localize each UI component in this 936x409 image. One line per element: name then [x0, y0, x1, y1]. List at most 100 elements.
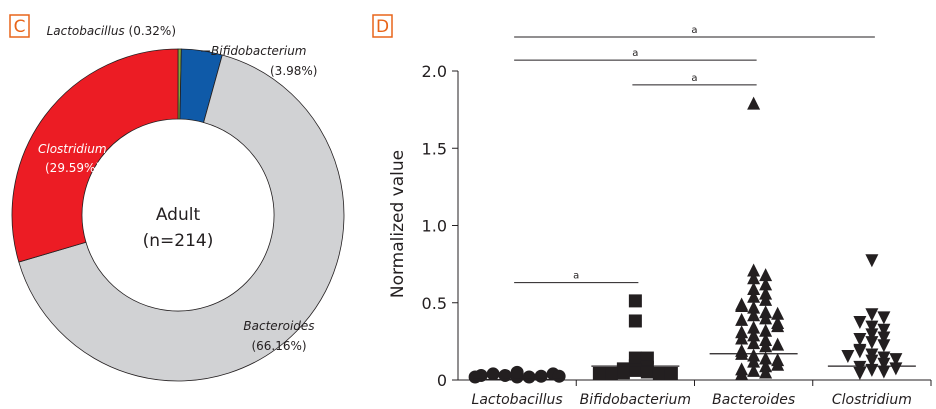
- x-category-label-lactobacillus: Lactobacillus: [472, 392, 563, 408]
- x-category-label-bifidobacterium: Bifidobacterium: [580, 392, 691, 408]
- point-bifidobacterium: [628, 294, 642, 308]
- point-clostridium: [865, 328, 879, 342]
- panel-d-letter-box: [372, 14, 393, 38]
- point-bifidobacterium: [628, 314, 642, 328]
- point-clostridium: [877, 365, 891, 379]
- significance-label: a: [632, 48, 638, 59]
- y-tick-label: 1.0: [422, 217, 447, 236]
- point-clostridium: [877, 357, 891, 371]
- point-lactobacillus: [522, 370, 536, 384]
- point-lactobacillus: [534, 369, 548, 383]
- point-bacteroides: [771, 353, 785, 367]
- point-clostridium: [865, 336, 879, 350]
- point-bifidobacterium: [628, 363, 642, 377]
- point-clostridium: [865, 308, 879, 322]
- point-lactobacillus: [468, 370, 482, 384]
- point-lactobacillus: [486, 367, 500, 381]
- point-clostridium: [853, 316, 867, 330]
- slice-label-clostridium: Clostridium: [38, 142, 107, 156]
- panel-c: C Adult (n=214) Lactobacillus (0.32%) Bi…: [9, 14, 345, 382]
- point-lactobacillus: [552, 369, 566, 383]
- point-bifidobacterium: [664, 367, 678, 380]
- x-ticks: Lactobacillus Bifidobacterium Bacteroides C…: [472, 380, 932, 408]
- donut-center-text: Adult: [156, 205, 201, 225]
- point-bacteroides: [747, 289, 761, 303]
- slice-label-lactobacillus: Lactobacillus (0.32%): [47, 24, 176, 38]
- slice-pct-bacteroides: (66.16%): [251, 339, 306, 353]
- panel-c-letter: C: [14, 17, 26, 37]
- point-bacteroides: [747, 363, 761, 377]
- point-bacteroides: [759, 365, 773, 379]
- y-axis-title: Normalized value: [388, 150, 408, 298]
- x-category-label-clostridium: Clostridium: [832, 392, 912, 408]
- point-bacteroides: [747, 336, 761, 350]
- point-bifidobacterium: [604, 367, 618, 380]
- point-clostridium: [865, 320, 879, 334]
- x-category-label-bacteroides: Bacteroides: [712, 392, 795, 408]
- significance-label: a: [573, 271, 579, 282]
- slice-pct-bifidobacterium: (3.98%): [270, 64, 317, 78]
- point-bacteroides: [747, 271, 761, 285]
- point-bacteroides: [747, 96, 761, 110]
- point-lactobacillus: [498, 368, 512, 382]
- point-clostridium: [877, 323, 891, 337]
- point-bacteroides: [747, 308, 761, 322]
- y-ticks: 0 0.5 1.0 1.5 2.0: [422, 62, 458, 390]
- point-clostridium: [865, 254, 879, 268]
- mean-lines: [473, 353, 916, 381]
- point-clostridium: [877, 339, 891, 353]
- donut-center-subtext: (n=214): [143, 231, 214, 251]
- point-clostridium: [865, 363, 879, 377]
- point-clostridium: [877, 331, 891, 345]
- point-bacteroides: [771, 319, 785, 333]
- point-bacteroides: [735, 299, 749, 313]
- slice-label-bifidobacterium: Bifidobacterium: [211, 44, 307, 58]
- point-bacteroides: [771, 337, 785, 351]
- point-clostridium: [841, 350, 855, 364]
- point-bacteroides: [759, 351, 773, 365]
- point-bacteroides: [747, 300, 761, 314]
- point-bifidobacterium: [640, 365, 654, 379]
- point-bifidobacterium: [652, 367, 666, 380]
- donut-slices: [11, 48, 345, 382]
- slice-pct-clostridium: (29.59%): [45, 161, 100, 175]
- point-bacteroides: [735, 331, 749, 345]
- point-bacteroides: [759, 292, 773, 306]
- point-bacteroides: [747, 282, 761, 296]
- y-tick-label: 0: [437, 371, 447, 390]
- point-bacteroides: [759, 323, 773, 337]
- point-bacteroides: [747, 354, 761, 368]
- point-bifidobacterium: [592, 367, 606, 380]
- point-bacteroides: [747, 328, 761, 342]
- point-bacteroides: [771, 306, 785, 320]
- point-clostridium: [889, 353, 903, 367]
- point-bacteroides: [747, 263, 761, 277]
- point-clostridium: [877, 311, 891, 325]
- point-bacteroides: [747, 320, 761, 334]
- panel-c-letter-box: [9, 14, 30, 38]
- significance-label: a: [691, 25, 697, 36]
- y-tick-label: 0.5: [422, 294, 447, 313]
- point-bacteroides: [735, 312, 749, 326]
- point-clostridium: [853, 345, 867, 359]
- slice-bacteroides: [18, 54, 345, 382]
- y-tick-label: 2.0: [422, 62, 447, 81]
- significance-label: a: [691, 73, 697, 84]
- slice-clostridium: [11, 48, 179, 263]
- point-clostridium: [853, 367, 867, 380]
- point-bacteroides: [759, 311, 773, 325]
- slice-label-bacteroides: Bacteroides: [243, 319, 314, 333]
- point-bifidobacterium: [616, 366, 630, 380]
- point-bacteroides: [759, 268, 773, 282]
- point-bacteroides: [759, 277, 773, 291]
- point-bacteroides: [735, 367, 749, 380]
- point-lactobacillus: [510, 365, 524, 379]
- point-clostridium: [865, 354, 879, 368]
- point-clostridium: [853, 333, 867, 347]
- y-tick-label: 1.5: [422, 139, 447, 158]
- point-bacteroides: [759, 339, 773, 353]
- panel-d-letter: D: [376, 17, 389, 37]
- panel-d: D Normalized value 0 0.5 1.0 1.5 2.0 Lactoba…: [372, 14, 932, 408]
- data-points: [468, 96, 903, 384]
